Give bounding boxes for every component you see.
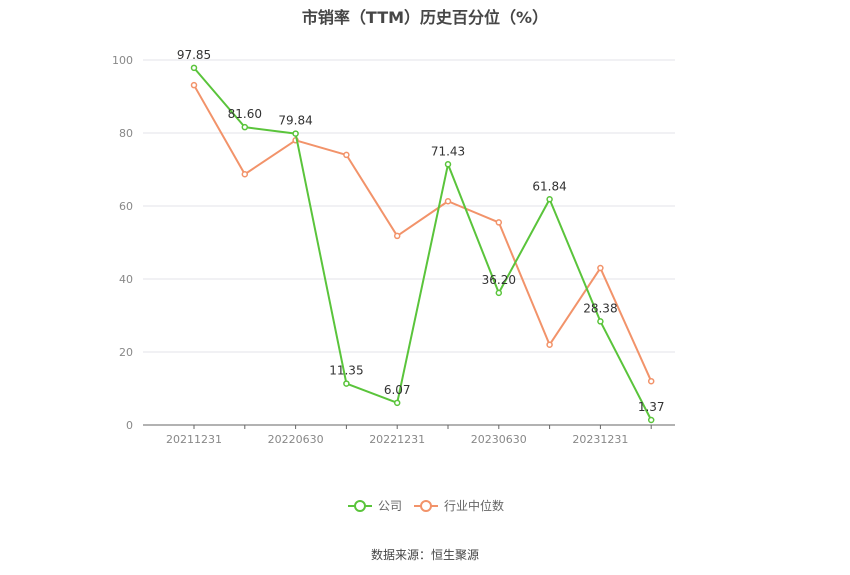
data-label: 97.85 <box>177 48 211 62</box>
x-tick-label: 20211231 <box>166 433 222 446</box>
data-label: 79.84 <box>278 114 312 128</box>
y-tick-label: 0 <box>126 419 133 432</box>
data-point <box>393 399 401 407</box>
data-label: 28.38 <box>583 301 617 315</box>
y-tick-label: 60 <box>119 200 133 213</box>
data-point <box>190 64 198 72</box>
data-point <box>343 380 350 387</box>
y-tick-label: 100 <box>112 54 133 67</box>
data-label: 81.60 <box>228 107 262 121</box>
data-point <box>597 264 604 272</box>
source-note: 数据来源：恒生聚源 <box>370 548 479 562</box>
x-tick-label: 20221231 <box>369 433 425 446</box>
data-label: 6.07 <box>384 383 411 397</box>
chart-title: 市销率（TTM）历史百分位（%） <box>301 8 549 27</box>
data-point <box>241 123 249 131</box>
data-point <box>647 416 655 424</box>
data-point <box>546 341 553 348</box>
data-label: 11.35 <box>329 364 363 378</box>
data-point <box>597 318 604 325</box>
data-point <box>190 81 198 89</box>
data-label: 36.20 <box>482 273 516 287</box>
data-label: 1.37 <box>638 400 665 414</box>
data-point <box>495 219 503 226</box>
series-line-1 <box>193 84 653 382</box>
data-point <box>444 198 452 205</box>
y-tick-label: 20 <box>119 346 133 359</box>
x-tick-label: 20230630 <box>471 433 527 446</box>
data-point <box>241 170 249 178</box>
legend-label: 公司 <box>378 499 402 513</box>
legend-label: 行业中位数 <box>444 498 504 513</box>
data-point <box>546 196 553 203</box>
x-tick-label: 20231231 <box>572 433 628 446</box>
data-point <box>444 161 452 168</box>
legend-swatch-marker <box>354 500 366 512</box>
data-label: 71.43 <box>431 144 465 158</box>
data-point <box>393 232 401 240</box>
series-line-0 <box>193 67 653 421</box>
data-point <box>495 289 503 297</box>
y-tick-label: 40 <box>119 273 133 286</box>
data-point <box>343 151 350 159</box>
data-point <box>647 377 655 385</box>
y-tick-label: 80 <box>119 127 133 140</box>
x-tick-label: 20220630 <box>268 433 324 446</box>
data-label: 61.84 <box>532 179 566 193</box>
data-point <box>292 130 299 137</box>
legend-swatch-marker <box>420 500 432 512</box>
